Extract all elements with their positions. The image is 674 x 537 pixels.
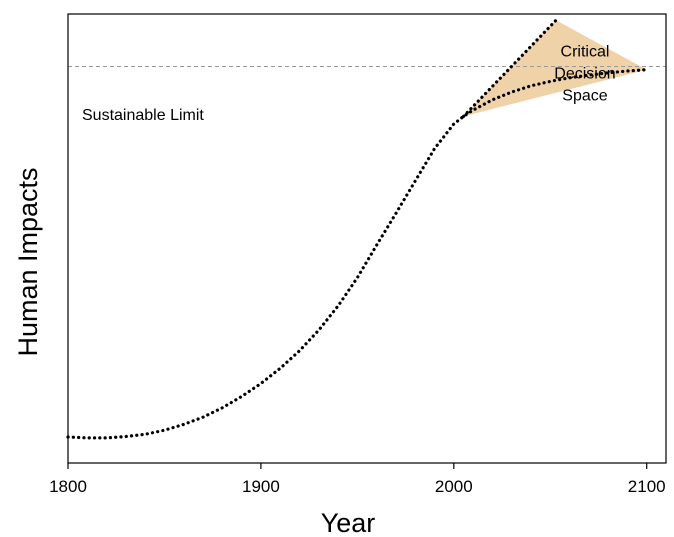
impact-trajectory-line (66, 68, 649, 440)
critical-decision-space-label-line-3: Space (562, 88, 607, 105)
x-tick-label-1800: 1800 (49, 477, 87, 496)
plot-frame (67, 13, 667, 464)
unconstrained-trajectory-line (461, 18, 558, 118)
critical-decision-space-label-line-2: Decision (554, 66, 615, 83)
sustainable-limit-label: Sustainable Limit (82, 107, 204, 124)
critical-decision-space-label-line-1: Critical (561, 44, 610, 61)
x-tick-label-2100: 2100 (628, 477, 666, 496)
x-tick-label-2000: 2000 (435, 477, 473, 496)
x-tick-label-1900: 1900 (242, 477, 280, 496)
x-axis-title: Year (321, 508, 376, 537)
y-axis-title: Human Impacts (13, 167, 43, 356)
